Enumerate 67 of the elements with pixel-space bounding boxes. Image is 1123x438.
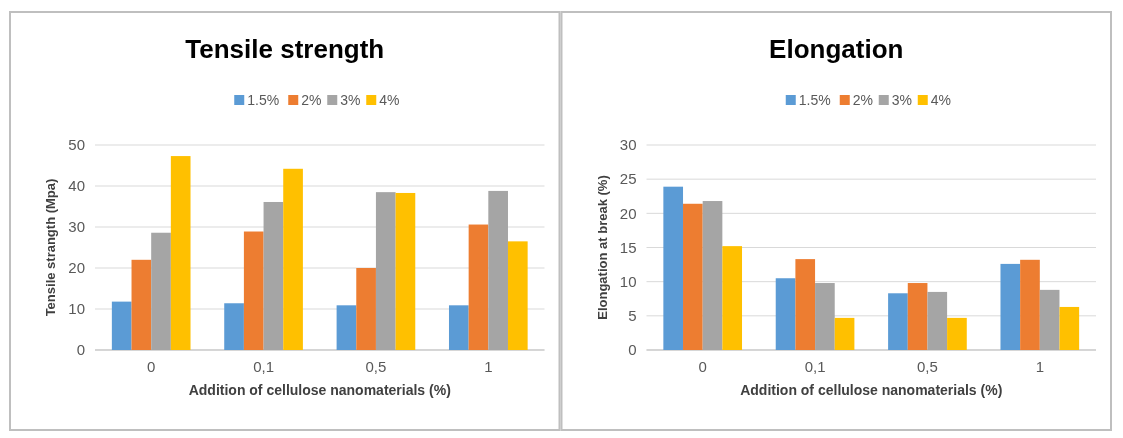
- legend-label: 1.5%: [247, 91, 280, 108]
- bar: [702, 201, 723, 350]
- bar: [488, 190, 508, 350]
- y-tick-label: 10: [68, 300, 85, 318]
- bar: [263, 201, 284, 350]
- bar: [722, 246, 743, 350]
- x-tick-label: 0,1: [804, 358, 826, 375]
- legend-label: 2%: [301, 91, 322, 108]
- y-axis-title: Tensile strangth (Mpa): [43, 178, 58, 317]
- bar: [395, 192, 416, 350]
- x-tick-label: 1: [484, 358, 493, 375]
- x-tick-label: 0,5: [917, 358, 938, 375]
- bar: [283, 168, 303, 350]
- bar: [1039, 289, 1060, 350]
- x-tick-label: 0: [147, 358, 156, 375]
- y-tick-label: 25: [619, 170, 637, 188]
- bar: [1000, 263, 1021, 350]
- bar: [683, 203, 703, 350]
- y-tick-label: 40: [68, 177, 85, 195]
- legend-label: 3%: [340, 91, 361, 108]
- y-tick-label: 5: [628, 307, 637, 325]
- y-tick-label: 20: [619, 204, 637, 222]
- bar: [448, 305, 469, 350]
- y-tick-label: 50: [68, 136, 85, 154]
- bar: [927, 291, 948, 350]
- bar: [468, 224, 489, 350]
- bar: [1020, 259, 1040, 350]
- legend-label: 4%: [930, 91, 951, 108]
- y-tick-label: 0: [628, 341, 637, 359]
- y-tick-label: 0: [76, 341, 85, 359]
- bar: [151, 232, 171, 350]
- bar: [111, 301, 132, 350]
- legend-label: 4%: [379, 91, 400, 108]
- x-tick-label: 1: [1035, 358, 1044, 375]
- bar: [336, 305, 357, 350]
- bar: [663, 186, 684, 350]
- legend-label: 3%: [891, 91, 912, 108]
- y-tick-label: 30: [619, 136, 637, 154]
- bar: [243, 231, 264, 350]
- bar: [224, 303, 244, 350]
- bar: [507, 241, 528, 350]
- bar: [834, 317, 855, 350]
- chart-title: Elongation: [769, 34, 904, 64]
- y-tick-label: 30: [68, 218, 85, 236]
- legend-label: 1.5%: [798, 91, 831, 108]
- bar: [947, 317, 967, 350]
- bar: [356, 268, 376, 350]
- bar: [170, 156, 191, 350]
- y-tick-label: 15: [619, 238, 637, 256]
- bar: [815, 283, 835, 350]
- bar: [775, 278, 796, 350]
- x-tick-label: 0,5: [365, 358, 387, 375]
- bar: [375, 192, 396, 350]
- bar: [907, 283, 928, 350]
- x-tick-label: 0: [698, 358, 707, 375]
- bar: [795, 259, 816, 350]
- bar: [888, 293, 908, 350]
- y-tick-label: 20: [68, 259, 85, 277]
- y-tick-label: 10: [619, 272, 637, 290]
- bar: [131, 259, 152, 350]
- x-axis-title: Addition of cellulose nanomaterials (%): [188, 382, 451, 398]
- chart-title: Tensile strength: [185, 34, 385, 64]
- bar: [1059, 306, 1080, 350]
- y-axis-title: Elongation at break (%): [594, 175, 610, 320]
- legend-label: 2%: [852, 91, 873, 108]
- x-tick-label: 0,1: [253, 358, 274, 375]
- x-axis-title: Addition of cellulose nanomaterials (%): [740, 382, 1003, 398]
